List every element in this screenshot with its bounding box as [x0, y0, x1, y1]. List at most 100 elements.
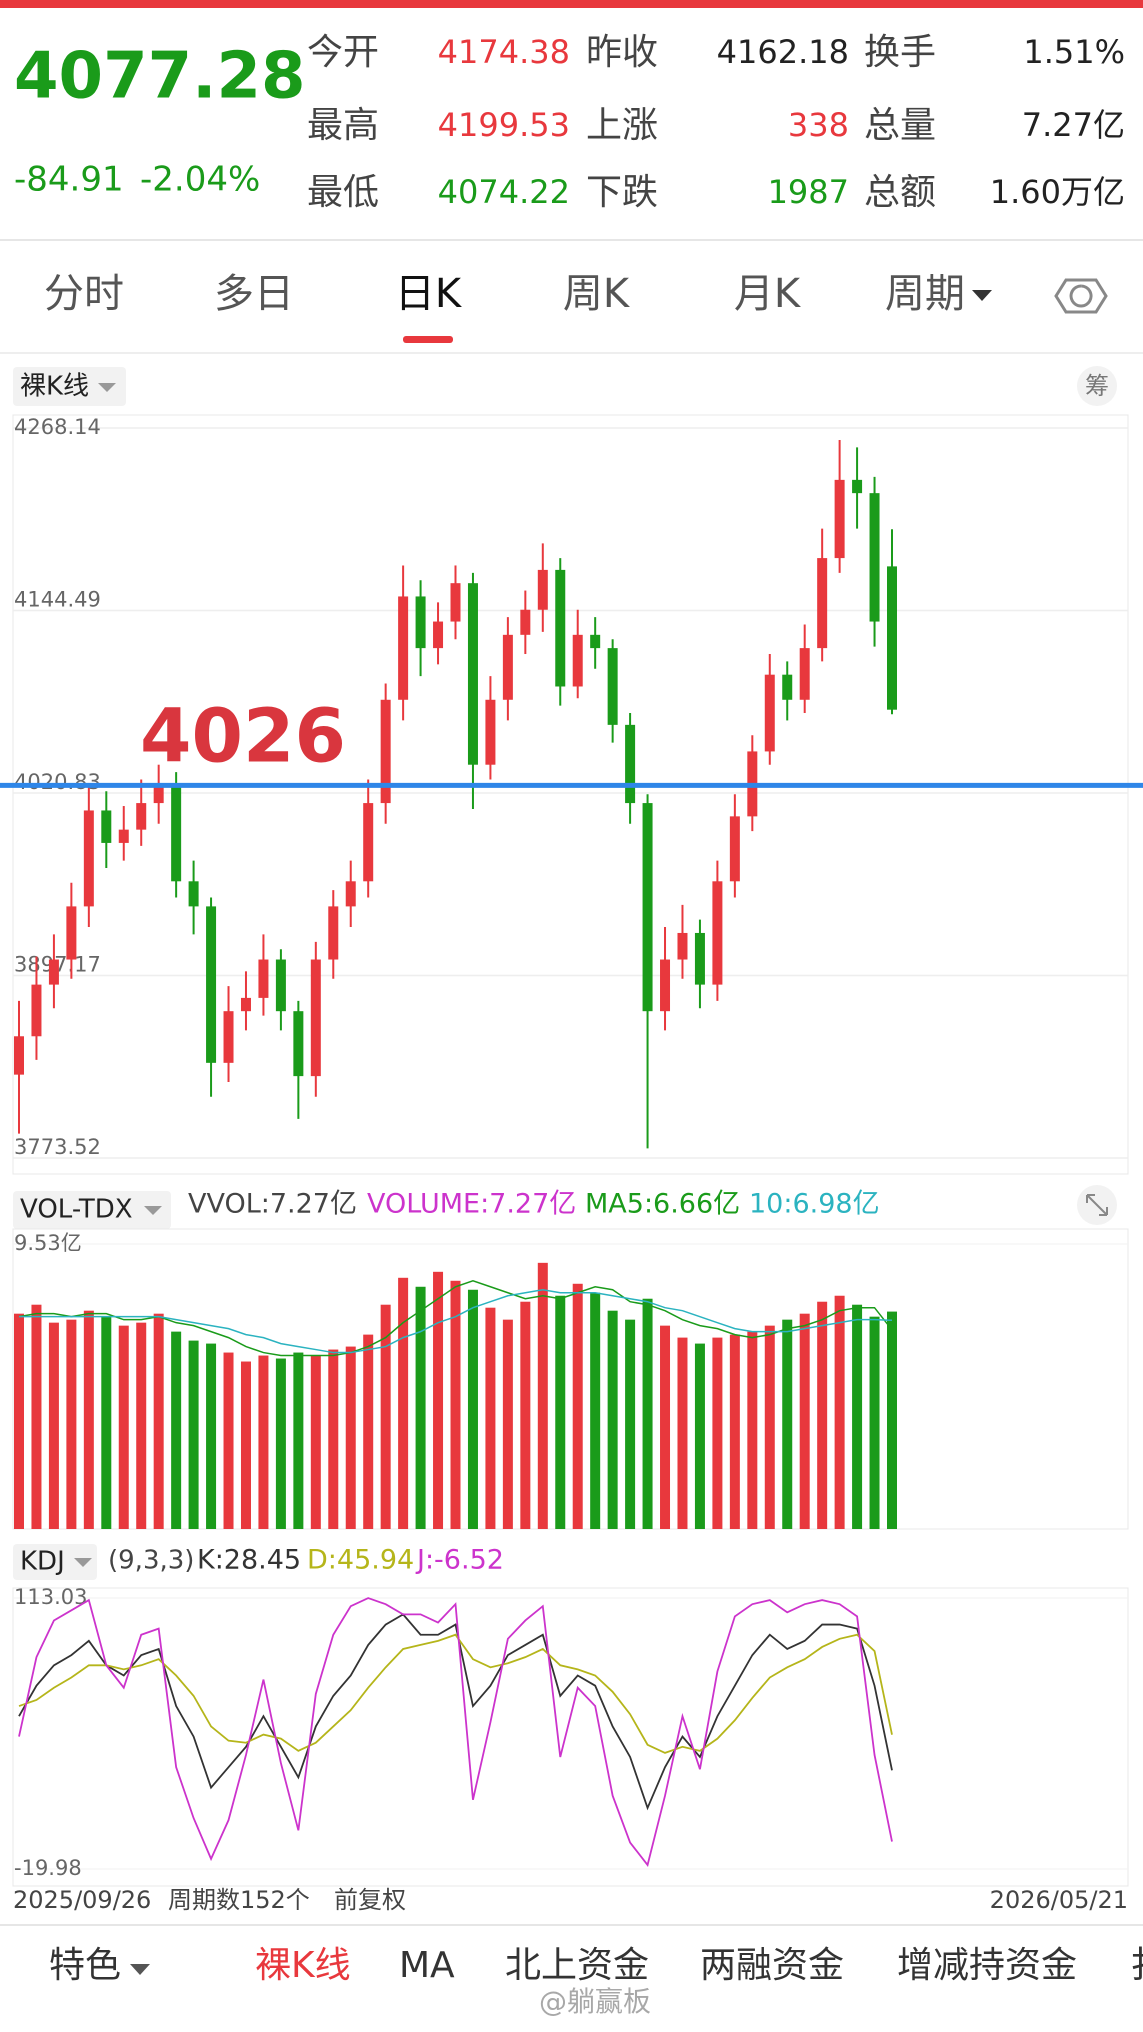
volume-bar	[677, 1337, 688, 1529]
candle-body	[764, 674, 775, 752]
chip-label: 筹	[1085, 372, 1109, 400]
stat-value: 1.51%	[1023, 33, 1125, 71]
candle-body	[310, 959, 321, 1077]
volume-bar	[433, 1271, 444, 1529]
volume-bar	[729, 1334, 740, 1529]
tab[interactable]: 日K	[395, 271, 463, 317]
candle-body	[782, 674, 793, 700]
indicator-params: (9,3,3)	[108, 1546, 194, 1576]
chip-button[interactable]	[1077, 366, 1117, 406]
volume-frame	[12, 1228, 1129, 1530]
end-date: 2026/05/21	[990, 1886, 1128, 1914]
top-bar	[0, 0, 1143, 8]
candle-body	[694, 932, 705, 985]
candle-body	[328, 906, 339, 960]
index-price: 4077.28	[14, 40, 306, 114]
candle-body	[433, 621, 444, 649]
legend-entry: VOLUME:7.27亿	[367, 1189, 576, 1220]
candle-body	[153, 783, 164, 804]
candle-body	[66, 906, 77, 960]
stat-label: 昨收	[586, 32, 658, 73]
volume-bar	[852, 1304, 863, 1529]
volume-bar	[642, 1298, 653, 1529]
candle-body	[450, 583, 461, 622]
candle-body	[642, 803, 653, 1012]
volume-bar	[660, 1325, 671, 1529]
nav-item[interactable]: 北上资金	[505, 1945, 649, 1986]
volume-bar	[415, 1286, 426, 1529]
support-label: 4026	[140, 694, 346, 780]
nav-item[interactable]: 扌	[1130, 1945, 1143, 1986]
indicator-label: KDJ	[20, 1547, 65, 1577]
kdj-frame	[12, 1587, 1129, 1887]
nav-item[interactable]: 增减持资金	[897, 1945, 1077, 1986]
candle-body	[398, 596, 409, 700]
legend-entry: 10:6.98亿	[749, 1189, 880, 1220]
volume-bar	[363, 1334, 374, 1529]
volume-bar	[136, 1322, 147, 1529]
candle-body	[572, 634, 583, 687]
tab[interactable]: 月K	[734, 271, 802, 317]
volume-bar	[188, 1340, 199, 1529]
volume-bar	[258, 1355, 269, 1529]
dropdown-arrow	[972, 290, 992, 301]
volume-bar	[869, 1316, 880, 1529]
candle-body	[834, 479, 845, 559]
candle-body	[293, 1011, 304, 1077]
stat-label: 总额	[864, 172, 936, 213]
volume-bar	[118, 1325, 129, 1529]
stat-label: 上涨	[586, 105, 658, 146]
nav-item[interactable]: MA	[399, 1945, 455, 1986]
volume-bar	[398, 1277, 409, 1529]
volume-bar	[467, 1289, 478, 1529]
volume-bar	[101, 1316, 112, 1529]
settings-icon[interactable]	[1054, 278, 1108, 314]
stat-label: 今开	[307, 32, 379, 73]
tab[interactable]: 周期	[885, 271, 965, 317]
kdj-line	[18, 1597, 893, 1867]
candle-body	[537, 569, 548, 610]
nav-item[interactable]: 裸K线	[255, 1945, 351, 1986]
volume-bar	[694, 1343, 705, 1529]
mode-dropdown[interactable]	[13, 367, 126, 406]
y-tick-label: -19.98	[14, 1856, 82, 1880]
candle-body	[660, 959, 671, 1012]
candle-body	[14, 1036, 24, 1075]
start-date: 2025/09/26	[13, 1886, 151, 1914]
legend-entry: MA5:6.66亿	[585, 1189, 740, 1220]
candle-body	[799, 648, 810, 700]
dropdown-arrow	[74, 1558, 92, 1567]
candle-body	[677, 932, 688, 960]
volume-bar	[14, 1313, 24, 1529]
candle-body	[380, 699, 391, 804]
candle-body	[345, 881, 356, 907]
volume-bar	[502, 1319, 513, 1529]
candle-body	[729, 816, 740, 882]
y-tick-label: 113.03	[14, 1585, 87, 1609]
tab[interactable]: 周K	[563, 271, 631, 317]
stat-value: 4174.38	[438, 33, 570, 71]
volume-bar	[747, 1331, 758, 1529]
nav-item[interactable]: 特色	[49, 1945, 121, 1986]
candle-body	[869, 493, 880, 622]
legend-entry: D:45.94	[307, 1545, 414, 1576]
indicator-dropdown[interactable]	[13, 1544, 97, 1580]
indicator-label: VOL-TDX	[20, 1195, 133, 1225]
tab[interactable]: 分时	[44, 271, 124, 317]
candle-body	[48, 959, 59, 985]
stat-value: 4199.53	[438, 106, 570, 144]
stat-value: 4074.22	[438, 173, 570, 211]
volume-bar	[607, 1310, 618, 1529]
candle-body	[817, 558, 828, 649]
indicator-dropdown[interactable]	[13, 1191, 171, 1229]
nav-item[interactable]: 两融资金	[700, 1945, 844, 1986]
mode-label: 裸K线	[20, 372, 89, 402]
tab[interactable]: 多日	[214, 271, 294, 317]
stat-value: 338	[788, 106, 849, 144]
volume-bar	[275, 1358, 286, 1529]
volume-bar	[310, 1355, 321, 1529]
candle-body	[502, 634, 513, 700]
candle-body	[275, 959, 286, 1012]
candle-body	[240, 997, 251, 1012]
